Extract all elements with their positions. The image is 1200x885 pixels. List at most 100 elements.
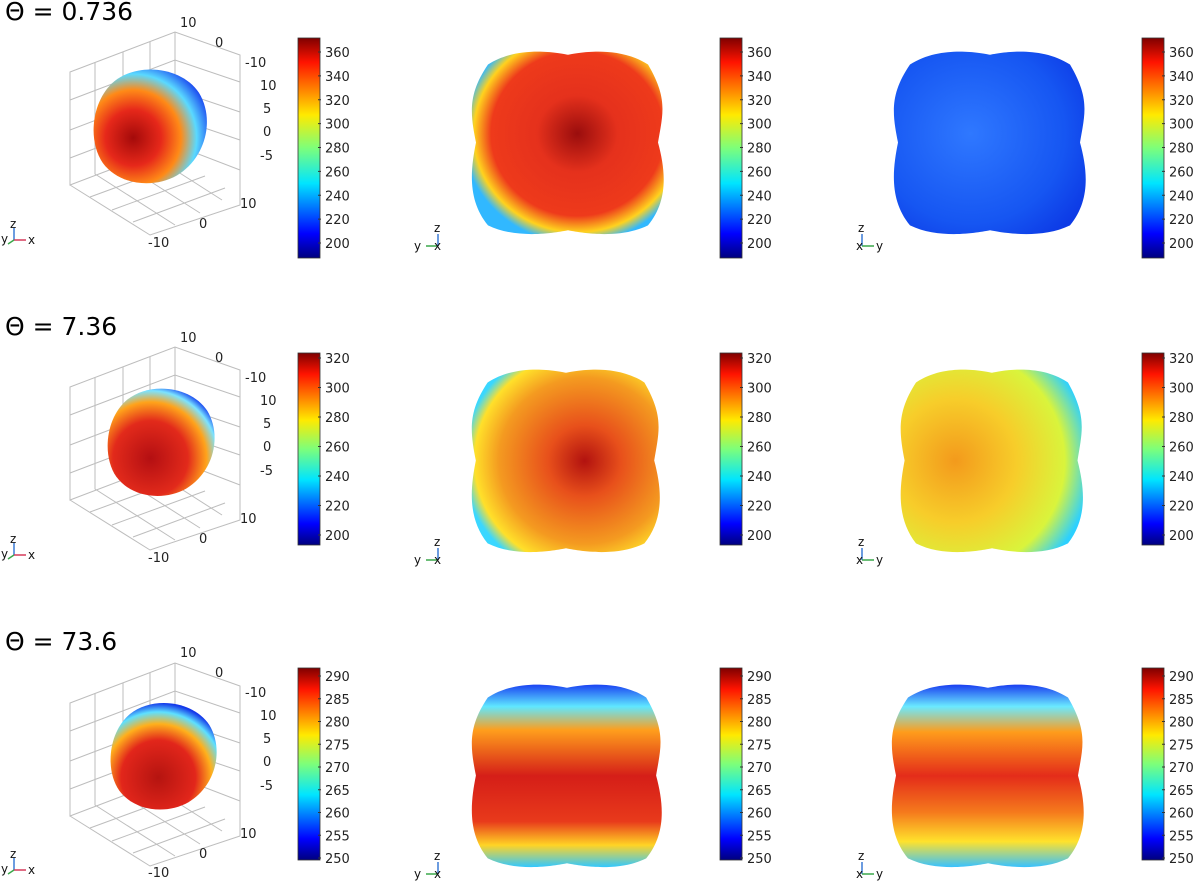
colorbar-tick-label: 260: [1169, 441, 1194, 456]
colorbar-tick-label: 320: [325, 352, 350, 367]
colorbar-row2-view2: [719, 352, 743, 546]
colorbar-tick-label: 280: [325, 411, 350, 426]
triad-xz-z: z: [858, 221, 864, 235]
triad-y-label: y: [1, 547, 8, 561]
surface-yz-row1: [472, 52, 664, 235]
axis3d-ztick-row3-0: 10: [260, 709, 277, 724]
surface-3d-row2: [108, 389, 215, 496]
axis3d-xtick-row3-2: 10: [240, 827, 257, 842]
colorbar-tick-label: 200: [1169, 529, 1194, 544]
theta-label-row2: Θ = 7.36: [5, 312, 117, 341]
colorbar-tick-label: 320: [747, 352, 772, 367]
axis3d-ytick-row1-1: 0: [215, 36, 223, 51]
colorbar-tick-label: 300: [325, 382, 350, 397]
colorbar-row1-view2: [719, 37, 743, 259]
colorbar-tick-label: 240: [747, 470, 772, 485]
colorbar-tick-label: 290: [325, 670, 350, 685]
surface-yz-row3: [472, 685, 662, 868]
triad-xz-x: x: [856, 553, 863, 567]
axis3d-ztick-row1-3: -5: [260, 149, 273, 164]
colorbar-tick-label: 320: [747, 94, 772, 109]
colorbar-tick-label: 260: [325, 441, 350, 456]
triad-y-label: y: [1, 862, 8, 876]
surface-xz-row3: [892, 685, 1084, 868]
axis3d-ytick-row2-2: -10: [245, 371, 266, 386]
colorbar-row3-view3: [1141, 667, 1165, 861]
axis-triad-iso-row1: z y x: [1, 217, 35, 247]
axis3d-ytick-row2-0: 10: [180, 331, 197, 346]
colorbar-tick-label: 260: [747, 165, 772, 180]
triad-xz-y: y: [876, 239, 883, 253]
colorbar-tick-label: 240: [1169, 189, 1194, 204]
colorbar-tick-label: 260: [1169, 165, 1194, 180]
axis3d-xtick-row3-1: 0: [199, 847, 207, 862]
colorbar-row3-view1: [297, 667, 321, 861]
colorbar-tick-label: 240: [325, 189, 350, 204]
colorbar-tick-label: 265: [1169, 784, 1194, 799]
colorbar-tick-label: 300: [747, 382, 772, 397]
surface-xz-row2: [901, 370, 1083, 553]
colorbar-tick-label: 255: [325, 829, 350, 844]
colorbar-row2-view1: [297, 352, 321, 546]
axis3d-ztick-row2-3: -5: [260, 464, 273, 479]
triad-xz-z: z: [858, 849, 864, 863]
colorbar-tick-label: 285: [1169, 693, 1194, 708]
colorbar-tick-label: 220: [1169, 213, 1194, 228]
colorbar-tick-label: 280: [325, 142, 350, 157]
colorbar-tick-label: 300: [747, 118, 772, 133]
colorbar-tick-label: 250: [1169, 852, 1194, 867]
axis3d-ztick-row3-1: 5: [263, 732, 271, 747]
colorbar-tick-label: 260: [325, 165, 350, 180]
axis-triad-xz-row1: z x y: [856, 221, 883, 253]
axis3d-ztick-row1-2: 0: [263, 125, 271, 140]
colorbar-tick-label: 220: [747, 500, 772, 515]
triad-x-label: x: [28, 548, 35, 562]
colorbar-row2-view3: [1141, 352, 1165, 546]
colorbar-tick-label: 255: [1169, 829, 1194, 844]
triad-z-label: z: [10, 217, 16, 231]
triad-x-label: x: [28, 233, 35, 247]
colorbar-tick-label: 270: [1169, 761, 1194, 776]
axis-triad-yz-row2: z y x: [414, 535, 441, 567]
row-3: Θ = 73.6 10 0 -10 10 5 0 -5 10 0 -10 z y…: [1, 627, 1194, 881]
colorbar-tick-label: 280: [747, 142, 772, 157]
colorbar-tick-label: 300: [325, 118, 350, 133]
axis3d-ytick-row1-0: 10: [180, 16, 197, 31]
colorbar-tick-label: 280: [1169, 411, 1194, 426]
colorbar-tick-label: 360: [325, 46, 350, 61]
triad-x-label: x: [28, 863, 35, 877]
colorbar-tick-label: 280: [325, 716, 350, 731]
triad-yz-x: x: [434, 867, 441, 881]
colorbar-tick-label: 220: [325, 500, 350, 515]
axis3d-ztick-row3-2: 0: [263, 755, 271, 770]
colorbar-tick-label: 360: [747, 46, 772, 61]
colorbar-row3-view2: [719, 667, 743, 861]
colorbar-tick-label: 275: [747, 738, 772, 753]
triad-yz-x: x: [434, 239, 441, 253]
colorbar-tick-label: 220: [1169, 500, 1194, 515]
colorbar-tick-label: 240: [325, 470, 350, 485]
colorbar-tick-label: 280: [747, 716, 772, 731]
triad-xz-z: z: [858, 535, 864, 549]
axis-triad-iso-row2: z y x: [1, 532, 35, 562]
surface-xz-row1: [894, 52, 1086, 235]
triad-xz-y: y: [876, 867, 883, 881]
colorbar-tick-label: 320: [325, 94, 350, 109]
colorbar-tick-label: 265: [747, 784, 772, 799]
colorbar-tick-label: 320: [1169, 94, 1194, 109]
triad-yz-y: y: [414, 239, 421, 253]
colorbar-tick-label: 360: [1169, 46, 1194, 61]
colorbar-tick-label: 280: [1169, 142, 1194, 157]
axis3d-ytick-row2-1: 0: [215, 351, 223, 366]
triad-yz-z: z: [434, 221, 440, 235]
axis3d-xtick-row1-0: -10: [148, 236, 169, 251]
row-2: Θ = 7.36 10 0 -10 10 5 0 -5 10 0 -10 z y…: [1, 312, 1194, 567]
colorbar-row1-view1: [297, 37, 321, 259]
colorbar-tick-label: 250: [747, 852, 772, 867]
surface-yz-row2: [472, 370, 660, 553]
colorbar-tick-label: 280: [1169, 716, 1194, 731]
row-1: Θ = 0.736 10 0 -10 10 5 0 -5 10 0 -10 z …: [1, 0, 1194, 259]
axis3d-xtick-row1-2: 10: [240, 197, 257, 212]
colorbar-tick-label: 290: [1169, 670, 1194, 685]
